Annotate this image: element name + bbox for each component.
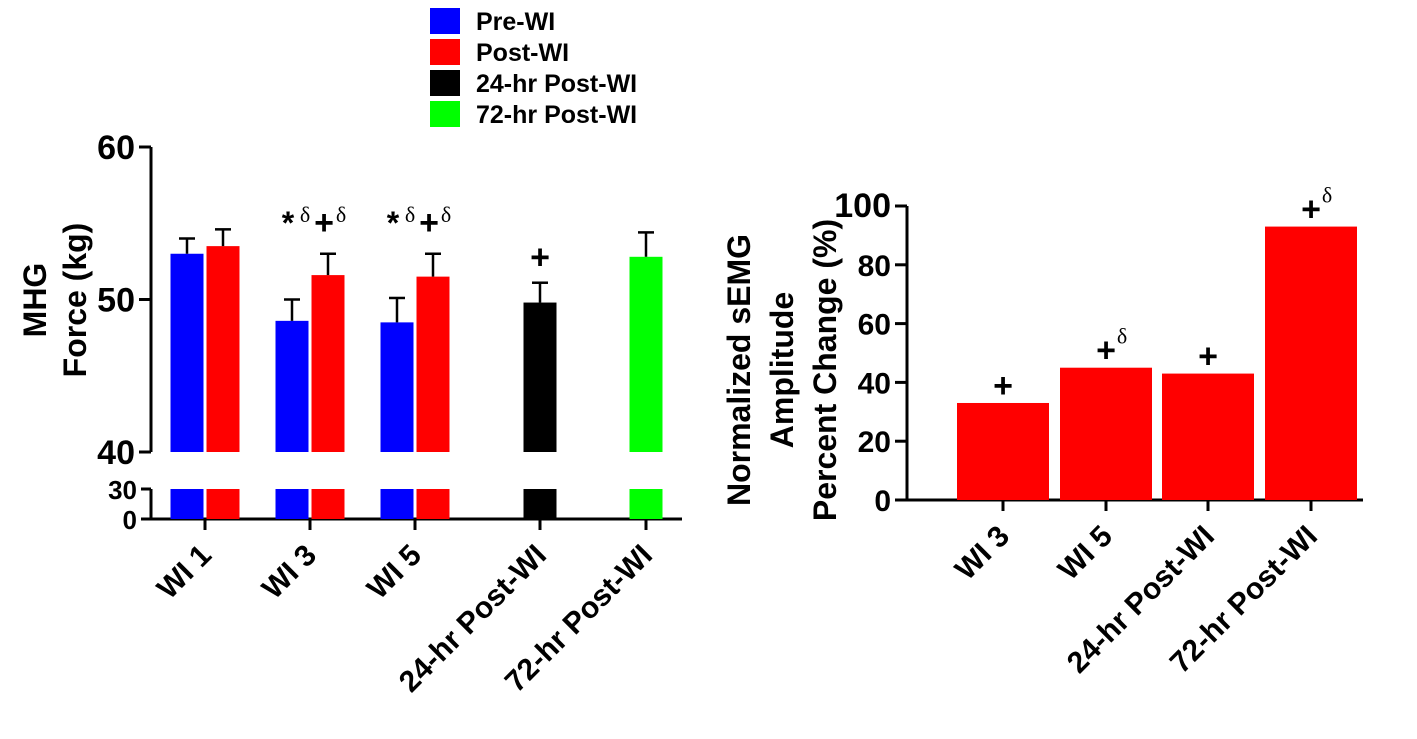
legend-swatch-post-wi (430, 39, 460, 65)
bar-wi-5 (1060, 367, 1152, 500)
legend-label-pre-wi: Pre-WI (476, 8, 555, 36)
left-y-tick-label-0: 0 (123, 505, 137, 535)
legend-swatch-pre-wi (430, 8, 460, 34)
bar-lower-24-hr-post-wi-24-hr-post-wi (523, 489, 557, 519)
sig-plus-wi-5: + (1096, 332, 1116, 370)
bar-wi-5-post-wi (416, 276, 450, 452)
sig-marker-24-hr-post-wi-24-hr-post-wi: + (530, 239, 550, 277)
sig-delta-wi-5: δ (1117, 324, 1127, 349)
left-x-label-wi-5: WI 5 (361, 539, 428, 606)
right-y-tick-label-60: 60 (858, 309, 891, 342)
annotation-plus-wi-5: + (419, 204, 439, 242)
bar-lower-wi-1-post-wi (206, 489, 240, 519)
left-y-tick-label-60: 60 (97, 129, 135, 167)
legend: Pre-WI Post-WI 24-hr Post-WI 72-hr Post-WI (430, 8, 637, 129)
bar-72-hr-post-wi-72-hr-post-wi (629, 256, 663, 452)
bar-lower-wi-5-post-wi (416, 489, 450, 519)
bar-24-hr-post-wi (1162, 373, 1254, 500)
annotation-delta-wi-5: δ (405, 202, 415, 227)
sig-plus-wi-3: + (993, 367, 1013, 405)
bar-wi-1-pre-wi (170, 253, 204, 452)
bar-24-hr-post-wi-24-hr-post-wi (523, 302, 557, 452)
bar-lower-wi-5-pre-wi (380, 489, 414, 519)
legend-swatch-24-hr-post-wi (430, 70, 460, 96)
left-y-axis-title: MHG Force (kg) (17, 223, 93, 378)
right-y-tick-label-20: 20 (858, 426, 891, 459)
left-y-axis-title-line-1: MHG (17, 263, 53, 338)
annotation-plus-wi-3: + (314, 204, 334, 242)
annotation-delta-wi-3: δ (300, 202, 310, 227)
annotation-delta-wi-3: δ (336, 202, 346, 227)
sig-plus-72-hr-post-wi: + (1301, 191, 1321, 229)
right-y-tick-label-80: 80 (858, 250, 891, 283)
annotation-star-wi-5: * (387, 205, 400, 241)
right-y-axis-title-line-3: Percent Change (%) (807, 219, 843, 521)
right-y-axis-title: Normalized sEMG Amplitude Percent Change (… (721, 219, 843, 521)
left-x-label-wi-3: WI 3 (256, 539, 323, 606)
annotation-star-wi-3: * (282, 205, 295, 241)
bar-wi-3 (957, 402, 1049, 500)
annotation-delta-wi-5: δ (441, 202, 451, 227)
bar-lower-wi-3-post-wi (311, 489, 345, 519)
legend-swatch-72-hr-post-wi (430, 101, 460, 127)
right-y-tick-label-0: 0 (874, 485, 891, 518)
left-y-axis-title-line-2: Force (kg) (57, 223, 93, 378)
bar-lower-wi-1-pre-wi (170, 489, 204, 519)
bar-wi-1-post-wi (206, 246, 240, 452)
bar-wi-3-pre-wi (275, 320, 309, 452)
bar-wi-3-post-wi (311, 275, 345, 452)
bar-lower-72-hr-post-wi-72-hr-post-wi (629, 489, 663, 519)
right-y-axis-title-line-2: Amplitude (764, 292, 800, 448)
right-y-tick-label-100: 100 (834, 187, 891, 225)
bar-72-hr-post-wi (1265, 226, 1357, 500)
bar-wi-5-pre-wi (380, 322, 414, 452)
left-x-label-wi-1: WI 1 (151, 539, 218, 606)
right-y-tick-label-40: 40 (858, 367, 891, 400)
legend-label-24-hr-post-wi: 24-hr Post-WI (476, 70, 637, 98)
right-y-axis-title-line-1: Normalized sEMG (721, 234, 757, 506)
sig-delta-72-hr-post-wi: δ (1322, 183, 1332, 208)
right-x-label-wi-3: WI 3 (949, 520, 1016, 587)
sig-plus-24-hr-post-wi: + (1198, 338, 1218, 376)
right-x-label-wi-5: WI 5 (1052, 520, 1119, 587)
bar-lower-wi-3-pre-wi (275, 489, 309, 519)
left-y-tick-label-50: 50 (97, 282, 135, 320)
legend-label-72-hr-post-wi: 72-hr Post-WI (476, 101, 637, 129)
legend-label-post-wi: Post-WI (476, 39, 569, 67)
left-y-tick-label-40: 40 (97, 434, 135, 472)
left-y-tick-label-30: 30 (108, 475, 137, 505)
